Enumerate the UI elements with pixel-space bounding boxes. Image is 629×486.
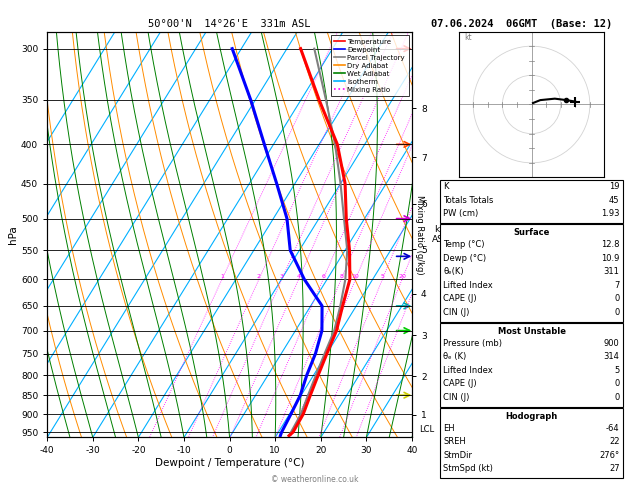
Text: 12.8: 12.8 [601, 240, 620, 249]
Text: -64: -64 [606, 424, 620, 433]
Text: 20: 20 [398, 274, 406, 279]
Legend: Temperature, Dewpoint, Parcel Trajectory, Dry Adiabat, Wet Adiabat, Isotherm, Mi: Temperature, Dewpoint, Parcel Trajectory… [331, 35, 408, 96]
Text: 10: 10 [352, 274, 359, 279]
Text: 4: 4 [296, 274, 301, 279]
Text: 19: 19 [609, 182, 620, 191]
Text: 22: 22 [609, 437, 620, 446]
Text: Hodograph: Hodograph [505, 412, 558, 421]
Text: StmSpd (kt): StmSpd (kt) [443, 465, 493, 473]
Text: 0: 0 [615, 380, 620, 388]
Text: 314: 314 [604, 352, 620, 361]
Text: Pressure (mb): Pressure (mb) [443, 339, 503, 347]
Text: 0: 0 [615, 308, 620, 317]
Text: 7: 7 [614, 281, 620, 290]
Text: 8: 8 [339, 274, 343, 279]
Text: Surface: Surface [513, 228, 550, 237]
X-axis label: Dewpoint / Temperature (°C): Dewpoint / Temperature (°C) [155, 458, 304, 468]
Text: LCL: LCL [420, 425, 435, 434]
Text: 10.9: 10.9 [601, 254, 620, 262]
Text: 311: 311 [604, 267, 620, 276]
Text: Lifted Index: Lifted Index [443, 366, 493, 375]
Text: CIN (J): CIN (J) [443, 393, 470, 402]
Text: 0: 0 [615, 295, 620, 303]
Text: PW (cm): PW (cm) [443, 209, 479, 218]
Text: Totals Totals: Totals Totals [443, 196, 494, 205]
Text: Lifted Index: Lifted Index [443, 281, 493, 290]
Text: 27: 27 [609, 465, 620, 473]
Y-axis label: km
ASL: km ASL [432, 225, 449, 244]
Text: 900: 900 [604, 339, 620, 347]
Text: Mixing Ratio (g/kg): Mixing Ratio (g/kg) [415, 195, 424, 274]
Text: θₑ(K): θₑ(K) [443, 267, 464, 276]
Text: 5: 5 [381, 274, 384, 279]
Y-axis label: hPa: hPa [8, 225, 18, 244]
Text: Dewp (°C): Dewp (°C) [443, 254, 487, 262]
Text: EH: EH [443, 424, 455, 433]
Text: 276°: 276° [599, 451, 620, 460]
Text: 1: 1 [220, 274, 224, 279]
Text: CAPE (J): CAPE (J) [443, 380, 477, 388]
Text: SREH: SREH [443, 437, 466, 446]
Text: 2: 2 [257, 274, 261, 279]
Text: Most Unstable: Most Unstable [498, 327, 565, 336]
Text: © weatheronline.co.uk: © weatheronline.co.uk [270, 474, 359, 484]
Text: 5: 5 [615, 366, 620, 375]
Text: 3: 3 [280, 274, 284, 279]
Text: K: K [443, 182, 449, 191]
Text: StmDir: StmDir [443, 451, 472, 460]
Text: 45: 45 [609, 196, 620, 205]
Text: 6: 6 [321, 274, 325, 279]
Text: 07.06.2024  06GMT  (Base: 12): 07.06.2024 06GMT (Base: 12) [431, 19, 613, 29]
Text: 1.93: 1.93 [601, 209, 620, 218]
Text: kt: kt [464, 34, 472, 42]
Text: 0: 0 [615, 393, 620, 402]
Text: CIN (J): CIN (J) [443, 308, 470, 317]
Text: CAPE (J): CAPE (J) [443, 295, 477, 303]
Text: 50°00'N  14°26'E  331m ASL: 50°00'N 14°26'E 331m ASL [148, 19, 311, 29]
Text: θₑ (K): θₑ (K) [443, 352, 467, 361]
Text: Temp (°C): Temp (°C) [443, 240, 485, 249]
